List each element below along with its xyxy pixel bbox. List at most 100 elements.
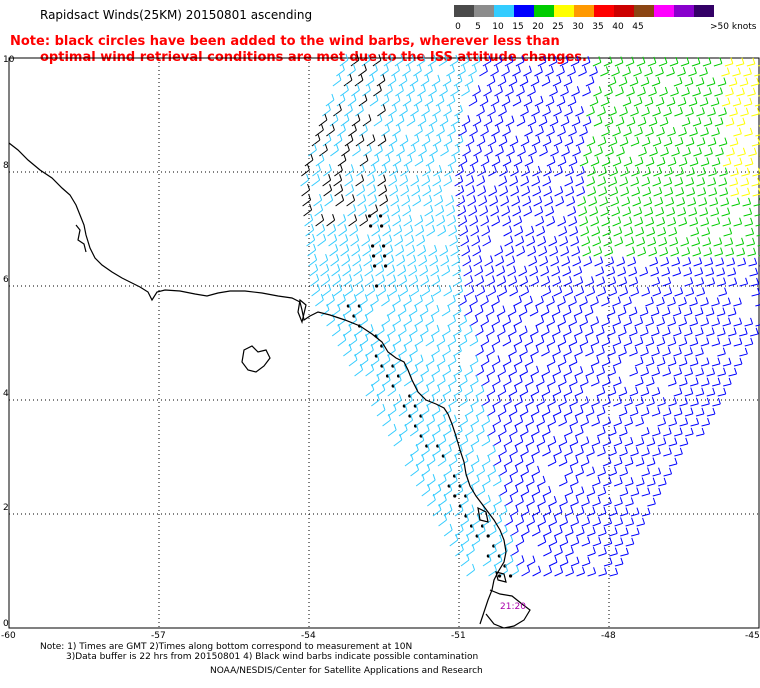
wind-barb bbox=[366, 174, 376, 187]
wind-barb bbox=[688, 97, 698, 107]
wind-barb bbox=[471, 235, 481, 247]
wind-barb bbox=[746, 237, 756, 247]
wind-barb bbox=[547, 395, 556, 407]
wind-barb bbox=[320, 303, 330, 317]
legend-swatch bbox=[654, 5, 674, 17]
wind-barb bbox=[372, 234, 382, 247]
wind-barb bbox=[575, 506, 585, 517]
wind-barb bbox=[487, 105, 496, 117]
wind-barb bbox=[334, 164, 343, 177]
wind-barb bbox=[530, 385, 540, 397]
wind-barb bbox=[434, 194, 444, 207]
wind-barb bbox=[612, 296, 621, 307]
wind-barb bbox=[454, 105, 463, 117]
wind-barb bbox=[538, 245, 548, 257]
wind-barb bbox=[330, 144, 339, 157]
wind-barb bbox=[504, 235, 514, 247]
wind-barb bbox=[397, 304, 407, 317]
wind-barb bbox=[497, 385, 507, 397]
wind-barb bbox=[607, 276, 617, 287]
wind-barb bbox=[579, 126, 588, 137]
wind-barb bbox=[597, 506, 607, 517]
wind-barb bbox=[547, 455, 557, 467]
flag-circle bbox=[486, 534, 490, 538]
wind-barb bbox=[703, 87, 712, 97]
wind-barb bbox=[507, 265, 517, 277]
wind-barb bbox=[452, 305, 462, 317]
wind-barb bbox=[302, 193, 312, 207]
wind-barb bbox=[607, 386, 617, 397]
wind-barb bbox=[535, 375, 545, 387]
wind-barb bbox=[426, 394, 435, 407]
wind-barb bbox=[341, 254, 351, 267]
wind-barb bbox=[513, 375, 523, 387]
wind-barb bbox=[696, 287, 706, 297]
wind-barb bbox=[482, 554, 492, 567]
wind-barb bbox=[348, 353, 358, 367]
wind-barb bbox=[530, 425, 540, 437]
wind-barb bbox=[331, 323, 341, 337]
wind-barb bbox=[637, 86, 646, 97]
wind-barb bbox=[559, 496, 568, 507]
wind-barb bbox=[674, 447, 683, 457]
wind-barb bbox=[438, 54, 448, 67]
wind-barb bbox=[518, 265, 528, 277]
wind-barb bbox=[442, 364, 452, 377]
wind-barb bbox=[624, 457, 634, 467]
flag-circle bbox=[384, 264, 388, 268]
wind-barb bbox=[331, 264, 341, 277]
wind-barb bbox=[488, 564, 498, 577]
wind-barb bbox=[617, 326, 627, 337]
wind-barb bbox=[537, 535, 547, 547]
wind-barb bbox=[483, 85, 492, 97]
wind-barb bbox=[615, 86, 624, 97]
wind-barb bbox=[510, 165, 519, 177]
wind-barb bbox=[646, 226, 656, 237]
wind-barb bbox=[357, 194, 367, 207]
wind-barb bbox=[619, 136, 629, 147]
wind-barb bbox=[726, 147, 735, 157]
wind-barb bbox=[519, 345, 528, 357]
wind-barb bbox=[635, 396, 644, 407]
wind-barb bbox=[640, 407, 650, 417]
wind-barb bbox=[536, 225, 546, 237]
wind-barb bbox=[747, 247, 757, 257]
wind-barb bbox=[493, 495, 502, 507]
wind-barb bbox=[541, 365, 551, 377]
wind-barb bbox=[333, 134, 343, 147]
wind-barb bbox=[655, 206, 665, 217]
wind-barb bbox=[443, 464, 453, 477]
wind-barb bbox=[476, 464, 486, 477]
footer-line-1: Note: 1) Times are GMT 2)Times along bot… bbox=[40, 642, 413, 652]
wind-barb bbox=[519, 425, 529, 437]
wind-barb bbox=[392, 294, 401, 307]
wind-barb bbox=[333, 284, 343, 297]
wind-barb bbox=[712, 397, 721, 407]
wind-barb bbox=[593, 246, 603, 257]
wind-barb bbox=[564, 136, 574, 147]
wind-barb bbox=[585, 366, 595, 377]
wind-barb bbox=[564, 446, 573, 457]
wind-barb bbox=[361, 234, 371, 247]
wind-barb bbox=[315, 213, 325, 227]
wind-barb bbox=[625, 236, 635, 247]
wind-barb bbox=[410, 134, 420, 147]
wind-barb bbox=[396, 144, 405, 157]
wind-barb bbox=[467, 195, 477, 207]
wind-barb bbox=[567, 66, 576, 77]
wind-barb bbox=[335, 194, 345, 207]
wind-barb bbox=[518, 325, 528, 337]
wind-barb bbox=[468, 205, 478, 217]
wind-barb bbox=[588, 196, 598, 207]
wind-barb bbox=[428, 244, 438, 257]
wind-barb bbox=[447, 314, 457, 327]
wind-barb bbox=[476, 105, 485, 117]
wind-barb bbox=[436, 124, 445, 137]
wind-barb bbox=[579, 376, 589, 387]
wind-barb bbox=[757, 64, 760, 67]
wind-barb bbox=[631, 186, 641, 197]
wind-barb bbox=[585, 276, 595, 287]
wind-barb bbox=[715, 147, 724, 157]
wind-barb bbox=[414, 374, 424, 387]
